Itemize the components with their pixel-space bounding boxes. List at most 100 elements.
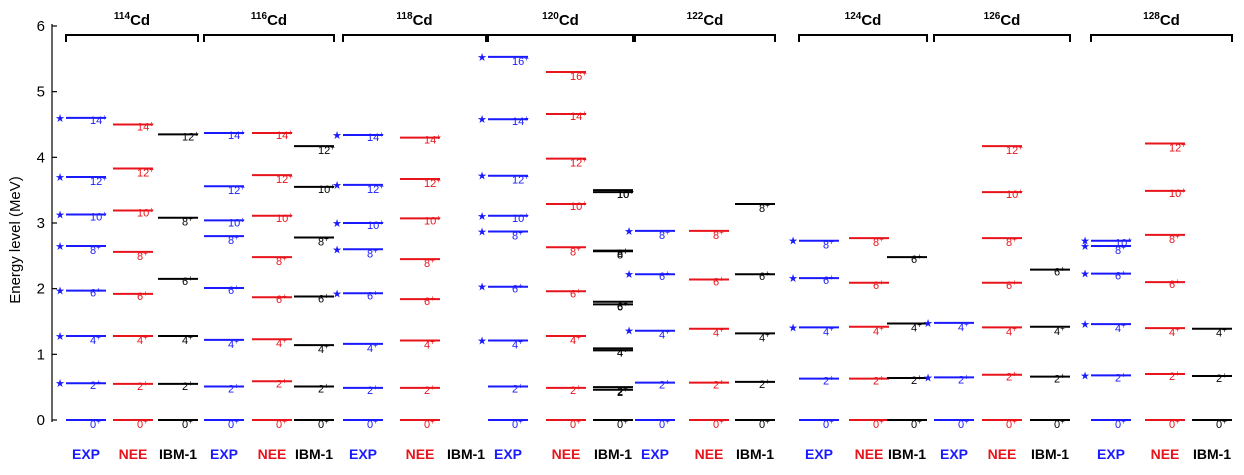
- spin-label: 6+: [617, 299, 628, 313]
- spin-label: 6+: [911, 252, 922, 266]
- model-label-nee: NEE: [855, 446, 884, 462]
- spin-label: 10+: [1169, 186, 1186, 200]
- star-marker: ★: [55, 378, 65, 390]
- star-marker: ★: [923, 372, 933, 384]
- spin-label: 0+: [759, 417, 770, 431]
- spin-label: 0+: [182, 417, 193, 431]
- spin-label: 6+: [276, 292, 287, 306]
- spin-label: 4+: [958, 320, 969, 334]
- spin-label: 6+: [90, 286, 101, 300]
- star-marker: ★: [477, 114, 487, 126]
- spin-label: 14+: [367, 130, 384, 144]
- spin-label: 0+: [228, 417, 239, 431]
- spin-label: 0+: [911, 417, 922, 431]
- spin-label: 8+: [228, 233, 239, 247]
- spin-label: 2+: [424, 383, 435, 397]
- spin-label: 14+: [424, 133, 441, 147]
- nucleus-title: 128Cd: [1143, 11, 1180, 29]
- spin-label: 14+: [276, 128, 293, 142]
- spin-label: 12+: [137, 165, 154, 179]
- spin-label: 2+: [367, 383, 378, 397]
- spin-label: 6+: [570, 286, 581, 300]
- spin-label: 4+: [823, 324, 834, 338]
- model-label-exp: EXP: [349, 446, 377, 462]
- spin-label: 2+: [1216, 371, 1227, 385]
- spin-label: 2+: [1006, 370, 1017, 384]
- spin-label: 12+: [90, 174, 107, 188]
- spin-label: 8+: [570, 244, 581, 258]
- spin-label: 8+: [1115, 243, 1126, 257]
- star-marker: ★: [477, 211, 487, 223]
- spin-label: 0+: [367, 417, 378, 431]
- spin-label: 8+: [713, 228, 724, 242]
- spin-label: 8+: [367, 246, 378, 260]
- spin-label: 14+: [90, 113, 107, 127]
- spin-label: 2+: [570, 383, 581, 397]
- y-tick-label: 4: [37, 149, 45, 166]
- spin-label: 4+: [873, 324, 884, 338]
- model-label-ibm-1: IBM-1: [295, 446, 333, 462]
- spin-label: 8+: [823, 238, 834, 252]
- star-marker: ★: [1080, 241, 1090, 253]
- nucleus-116Cd: 116Cd 0+ 2+ 4+ 6+ 8+ 10+ 12+ 14+ EXP 0+ 2+ 4+ 6+ 8+ 10+…: [203, 11, 335, 462]
- nucleus-title: 120Cd: [542, 11, 579, 29]
- y-tick-label: 5: [37, 84, 45, 101]
- spin-label: 10+: [90, 209, 107, 223]
- y-tick-label: 0: [37, 412, 45, 429]
- y-axis: 0 1 2 3 4 5 6: [37, 18, 57, 429]
- spin-label: 10+: [424, 213, 441, 227]
- spin-label: 2+: [512, 382, 523, 396]
- spin-label: 10+: [318, 182, 335, 196]
- model-label-ibm-1: IBM-1: [447, 446, 485, 462]
- spin-label: 10+: [1115, 236, 1132, 250]
- model-label-ibm-1: IBM-1: [159, 446, 197, 462]
- spin-label: 4+: [318, 342, 329, 356]
- model-label-exp: EXP: [72, 446, 100, 462]
- spin-label: 8+: [182, 215, 193, 229]
- spin-label: 4+: [512, 338, 523, 352]
- spin-label: 4+: [1054, 324, 1065, 338]
- spin-label: 10+: [367, 218, 384, 232]
- spin-label: 12+: [182, 129, 199, 143]
- nucleus-118Cd: 118Cd 0+ 2+ 4+ ★ 6+ ★ 8+ ★ 10+ ★ 12+ ★ 14+ EXP 0+ 2+ 4+ 6+…: [332, 11, 487, 462]
- spin-label: 12+: [367, 182, 384, 196]
- nucleus-bracket: [933, 34, 1071, 42]
- spin-label: 10+: [617, 187, 634, 201]
- star-marker: ★: [55, 286, 65, 298]
- star-marker: ★: [477, 282, 487, 294]
- spin-label: 2+: [90, 378, 101, 392]
- spin-label: 6+: [823, 273, 834, 287]
- spin-label: 6+: [1169, 277, 1180, 291]
- spin-label: 4+: [759, 330, 770, 344]
- spin-label: 4+: [228, 337, 239, 351]
- spin-label: 0+: [617, 417, 628, 431]
- spin-label: 2+: [958, 372, 969, 386]
- spin-label: 0+: [570, 417, 581, 431]
- spin-label: 6+: [1115, 269, 1126, 283]
- star-marker: ★: [477, 171, 487, 183]
- nucleus-bracket: [487, 34, 634, 42]
- spin-label: 6+: [137, 289, 148, 303]
- spin-label: 8+: [1006, 235, 1017, 249]
- spin-label: 14+: [570, 109, 587, 123]
- spin-label: 4+: [367, 341, 378, 355]
- star-marker: ★: [788, 322, 798, 334]
- model-label-ibm-1: IBM-1: [1193, 446, 1231, 462]
- spin-label: 10+: [570, 199, 587, 213]
- spin-label: 4+: [570, 333, 581, 347]
- spin-label: 10+: [137, 206, 154, 220]
- star-marker: ★: [55, 209, 65, 221]
- spin-label: 4+: [1006, 324, 1017, 338]
- model-label-nee: NEE: [1151, 446, 1180, 462]
- spin-label: 8+: [318, 234, 329, 248]
- spin-label: 2+: [823, 374, 834, 388]
- spin-label: 6+: [659, 269, 670, 283]
- spin-label: 12+: [1006, 143, 1023, 157]
- spin-label: 2+: [617, 385, 628, 399]
- spin-label: 0+: [1054, 417, 1065, 431]
- model-label-ibm-1: IBM-1: [594, 446, 632, 462]
- spin-label: 2+: [228, 382, 239, 396]
- model-label-ibm-1: IBM-1: [736, 446, 774, 462]
- spin-label: 8+: [759, 201, 770, 215]
